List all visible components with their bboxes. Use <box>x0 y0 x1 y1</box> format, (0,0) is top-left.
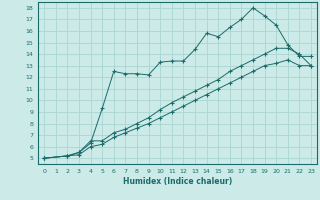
X-axis label: Humidex (Indice chaleur): Humidex (Indice chaleur) <box>123 177 232 186</box>
